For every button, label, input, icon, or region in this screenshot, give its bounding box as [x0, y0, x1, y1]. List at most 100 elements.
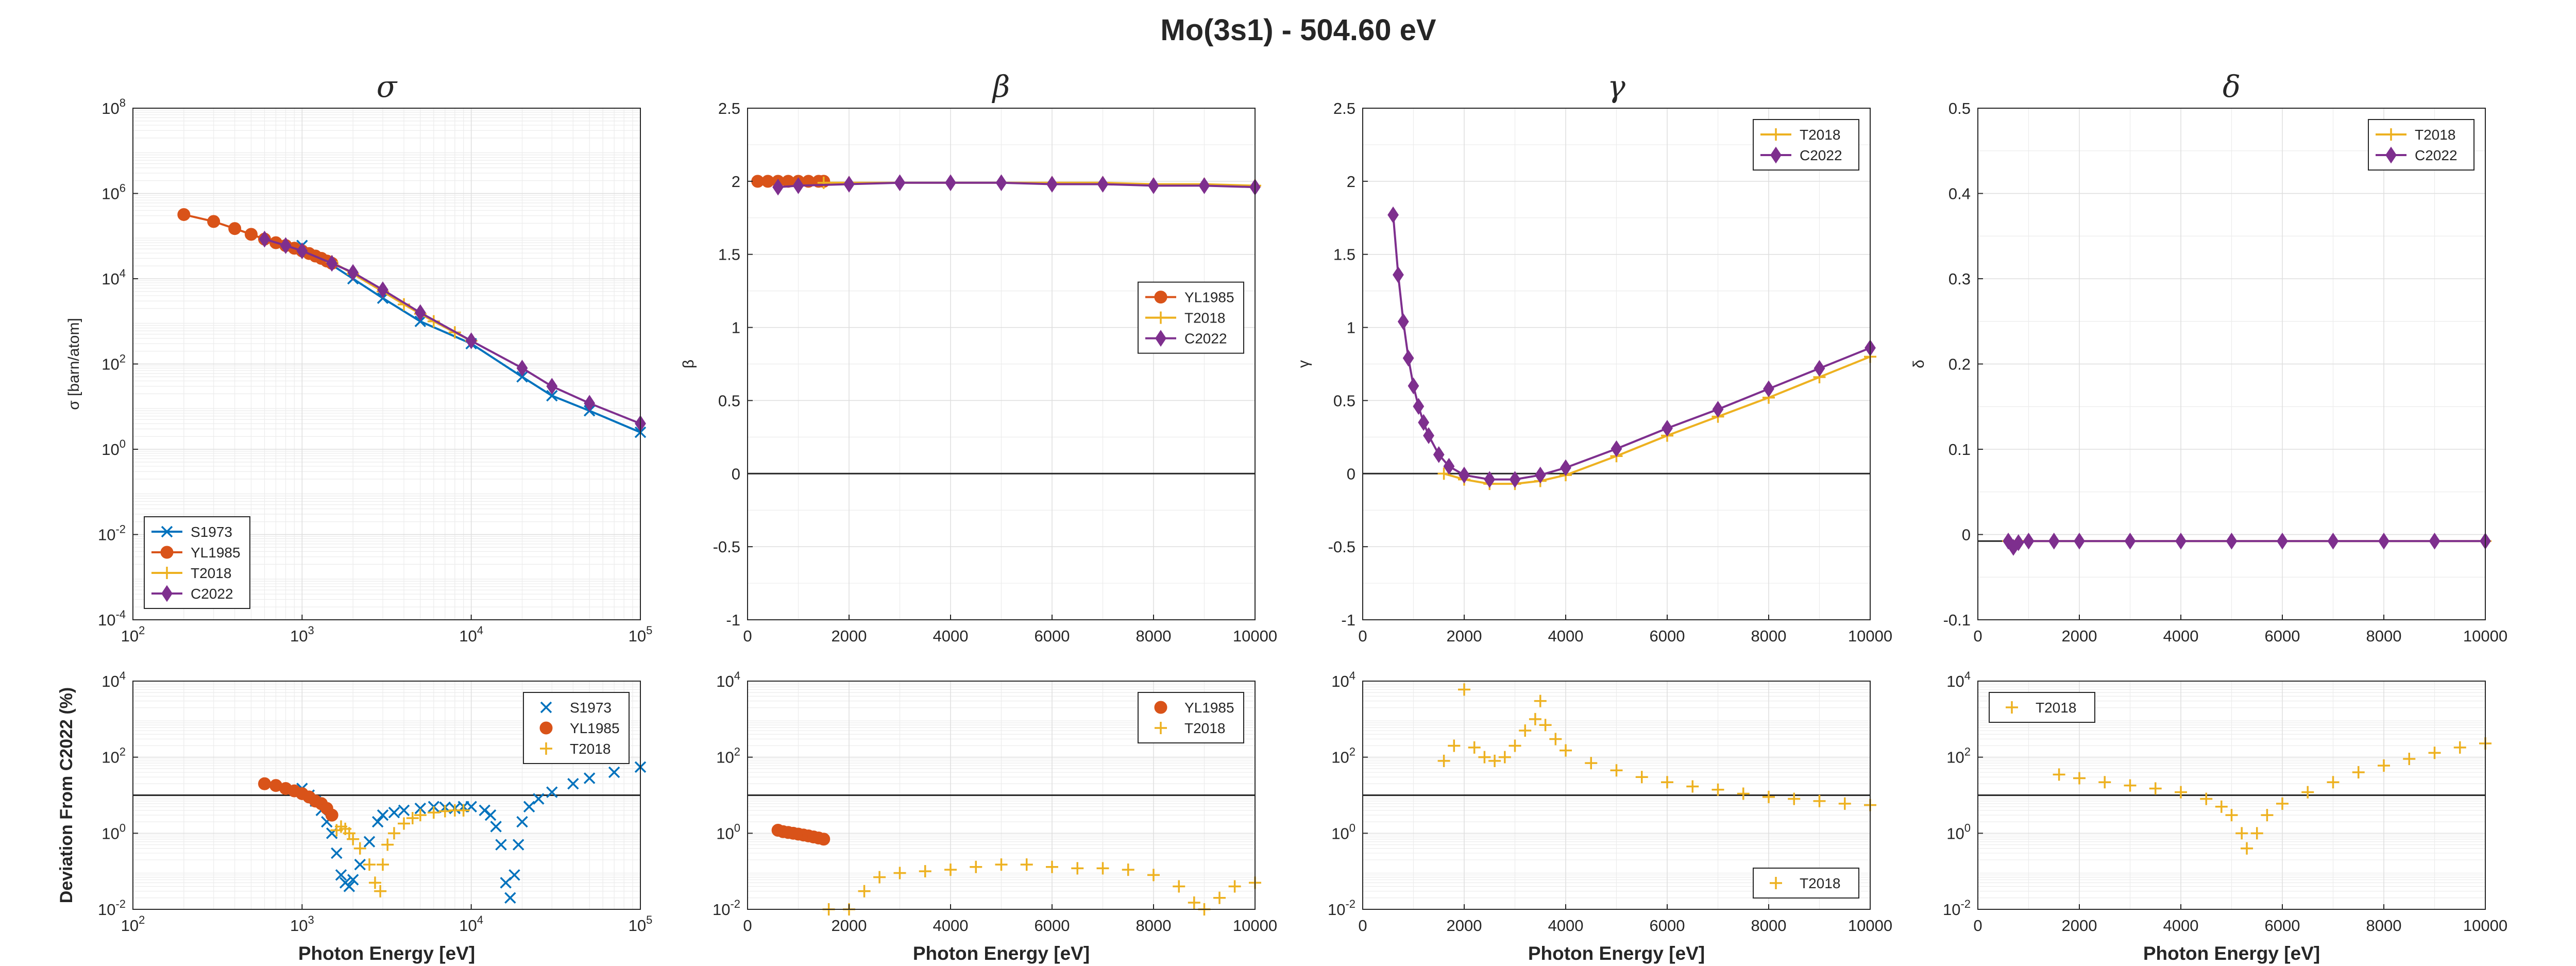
legend-label: C2022 — [191, 586, 233, 602]
legend-label: YL1985 — [191, 545, 241, 561]
data-point — [2277, 532, 2288, 550]
data-point — [523, 801, 535, 812]
series-T2018 — [330, 804, 470, 897]
x-tick-label: 10000 — [1233, 917, 1277, 935]
data-point — [377, 281, 388, 298]
y-tick-label: -0.1 — [1943, 611, 1971, 629]
data-point — [1478, 751, 1491, 764]
legend-item: YL1985 — [539, 720, 620, 736]
series-layer — [1437, 683, 1876, 811]
data-point — [539, 721, 553, 735]
x-tick-label: 8000 — [2366, 627, 2402, 645]
data-point — [1413, 398, 1425, 415]
data-point — [484, 809, 497, 821]
panel-title: γ — [1607, 69, 1625, 104]
data-point — [2124, 532, 2136, 550]
y-tick-label: 0.5 — [1948, 99, 1971, 117]
data-point — [2074, 532, 2085, 550]
panel-dev-sigma: 102 103 104 105 10-2 100 102 104 Photon Energy [… — [57, 669, 652, 964]
legend-item: T2018 — [2376, 127, 2455, 143]
data-point — [2327, 776, 2340, 789]
data-point — [161, 526, 173, 538]
y-tick-label: 104 — [101, 669, 126, 690]
data-point — [1122, 863, 1134, 876]
y-axis-label: δ — [1910, 360, 1927, 368]
data-point — [945, 174, 956, 192]
data-point — [354, 858, 366, 871]
data-point — [817, 833, 831, 846]
data-point — [490, 821, 502, 833]
data-point — [894, 174, 906, 192]
data-point — [1498, 751, 1511, 764]
legend-label: C2022 — [1800, 147, 1842, 163]
x-tick-label: 4000 — [933, 627, 969, 645]
legend-item: T2018 — [1760, 127, 1840, 143]
series-layer — [258, 761, 647, 904]
data-point — [2403, 753, 2416, 766]
x-tick-label: 0 — [1973, 627, 1982, 645]
data-point — [1387, 206, 1399, 224]
x-tick-label: 105 — [629, 624, 653, 645]
data-point — [1155, 330, 1166, 347]
data-point — [414, 802, 427, 815]
data-point — [516, 360, 528, 377]
y-tick-label: 1 — [732, 319, 740, 337]
data-point — [1585, 757, 1598, 770]
data-point — [1560, 459, 1571, 477]
data-point — [398, 804, 410, 817]
data-point — [280, 237, 292, 254]
x-tick-label: 2000 — [2062, 917, 2097, 935]
x-tick-label: 0 — [743, 917, 752, 935]
data-point — [353, 842, 366, 855]
series-T2018 — [822, 858, 1261, 916]
x-tick-label: 4000 — [1548, 627, 1584, 645]
legend: T2018 C2022 — [2368, 119, 2475, 171]
data-point — [893, 867, 906, 879]
series-T2018 — [1437, 683, 1876, 811]
x-tick-label: 8000 — [1136, 917, 1172, 935]
legend-item: YL1985 — [1154, 700, 1234, 716]
data-point — [873, 871, 886, 884]
data-point — [228, 222, 242, 235]
axes-frame — [1977, 681, 2486, 910]
data-point — [1423, 427, 1434, 444]
data-point — [1020, 858, 1033, 871]
data-point — [944, 863, 957, 876]
data-point — [347, 874, 359, 886]
y-tick-label: 10-2 — [98, 897, 126, 919]
series-layer — [771, 823, 1261, 916]
legend-label: C2022 — [2415, 147, 2458, 163]
y-tick-label: -1 — [726, 611, 740, 629]
y-tick-label: 10-4 — [98, 608, 126, 629]
data-point — [1071, 862, 1084, 875]
series-YL1985 — [258, 777, 338, 822]
data-point — [995, 858, 1008, 871]
x-tick-label: 8000 — [1751, 627, 1787, 645]
series-C2022 — [772, 174, 1261, 196]
data-point — [512, 839, 524, 851]
x-tick-label: 6000 — [1650, 627, 1685, 645]
data-point — [504, 892, 516, 904]
axes-frame — [1362, 681, 1871, 910]
x-tick-label: 8000 — [2366, 917, 2402, 935]
data-point — [1046, 860, 1058, 873]
data-point — [1762, 790, 1775, 803]
data-point — [1154, 701, 1167, 714]
x-tick-label: 6000 — [1650, 917, 1685, 935]
data-point — [2225, 809, 2238, 822]
data-point — [1549, 733, 1562, 745]
y-tick-label: 0.5 — [718, 392, 740, 410]
x-tick-label: 0 — [743, 627, 752, 645]
data-point — [1610, 764, 1623, 777]
series-YL1985 — [177, 208, 338, 270]
x-tick-label: 10000 — [1848, 917, 1892, 935]
data-point — [1813, 794, 1826, 807]
data-point — [406, 811, 419, 824]
data-point — [1393, 266, 1404, 283]
legend-item: YL1985 — [1145, 290, 1234, 306]
data-point — [414, 315, 427, 327]
data-point — [1711, 783, 1724, 796]
y-axis-label: γ — [1295, 360, 1312, 368]
data-point — [331, 847, 343, 859]
data-point — [995, 174, 1007, 192]
